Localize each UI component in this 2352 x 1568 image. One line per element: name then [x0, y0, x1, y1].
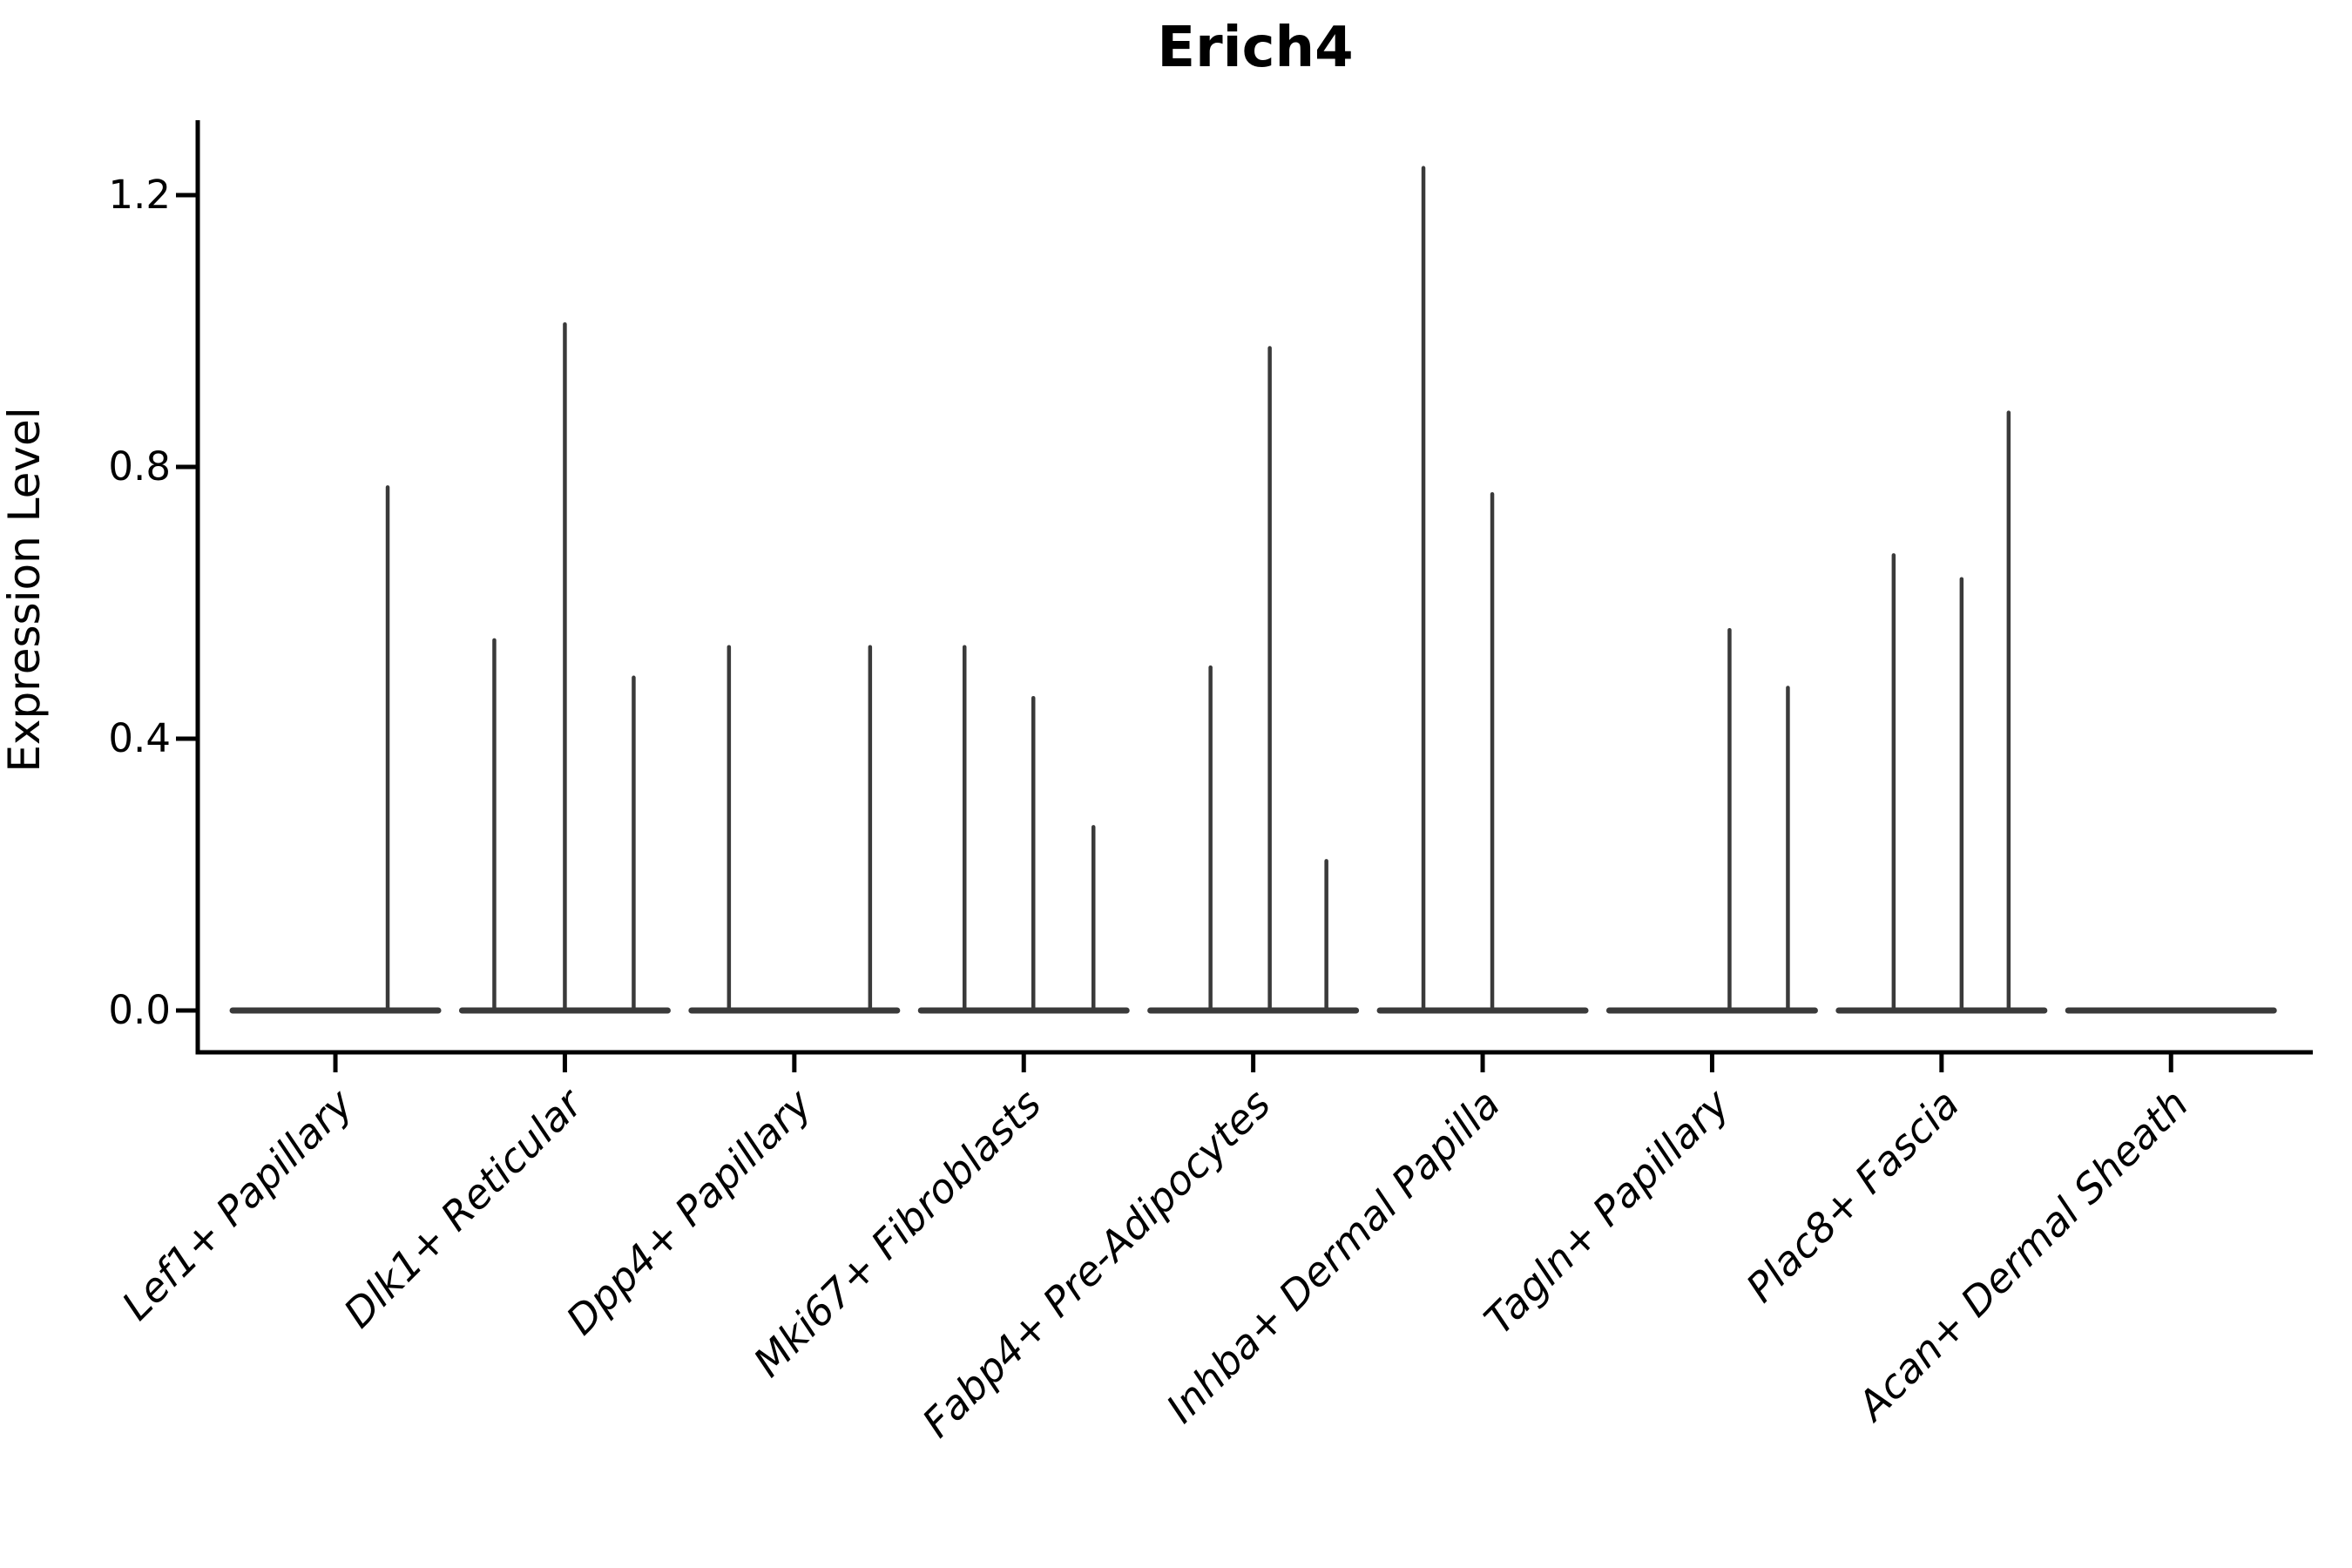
chart-title: Erich4 — [1157, 16, 1354, 80]
y-tick-label: 1.2 — [108, 172, 171, 218]
y-tick-label: 0.0 — [108, 987, 171, 1033]
y-tick-label: 0.4 — [108, 715, 171, 761]
y-tick-label: 0.8 — [108, 443, 171, 490]
y-axis-label: Expression Level — [0, 407, 50, 773]
